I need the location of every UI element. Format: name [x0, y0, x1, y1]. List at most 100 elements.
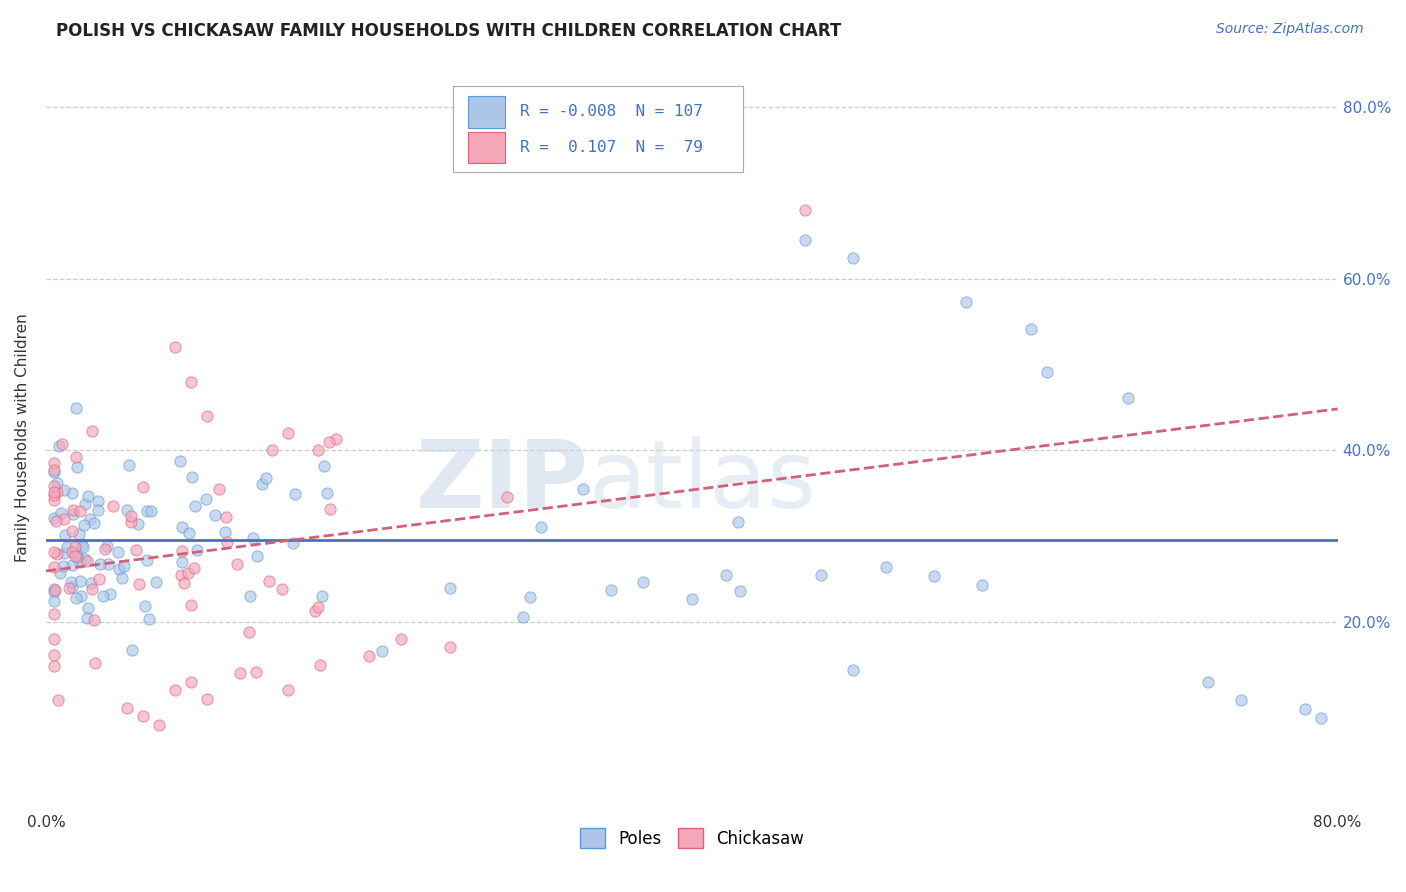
Point	[180, 674, 202, 689]
Point	[42, 463, 65, 477]
Point	[118, 458, 141, 472]
Point	[1198, 675, 1220, 690]
Point	[1310, 711, 1333, 725]
Point	[389, 632, 412, 646]
Point	[63, 540, 86, 554]
Point	[115, 700, 138, 714]
Point	[53, 483, 76, 497]
Point	[69, 589, 91, 603]
Point	[633, 574, 655, 589]
Point	[180, 375, 202, 389]
Point	[42, 585, 65, 599]
Point	[316, 486, 339, 500]
Point	[1019, 321, 1042, 335]
Point	[125, 542, 148, 557]
Point	[318, 435, 340, 450]
Point	[48, 566, 70, 580]
Point	[165, 683, 187, 698]
Point	[66, 548, 89, 562]
Point	[195, 492, 218, 507]
Point	[115, 503, 138, 517]
Point	[42, 632, 65, 646]
Point	[73, 518, 96, 533]
Point	[60, 485, 83, 500]
Point	[1036, 365, 1059, 379]
Point	[170, 520, 193, 534]
Point	[793, 202, 815, 217]
Point	[600, 582, 623, 597]
Point	[42, 456, 65, 470]
Point	[132, 709, 155, 723]
Point	[49, 507, 72, 521]
Point	[246, 549, 269, 564]
Text: R = -0.008  N = 107: R = -0.008 N = 107	[520, 104, 703, 120]
Point	[727, 515, 749, 529]
Point	[96, 539, 118, 553]
Point	[217, 535, 239, 549]
Point	[76, 601, 98, 615]
Point	[70, 538, 93, 552]
Point	[60, 558, 83, 573]
Point	[1229, 693, 1251, 707]
Point	[42, 607, 65, 621]
Point	[257, 574, 280, 588]
Point	[496, 491, 519, 505]
Point	[76, 554, 98, 568]
Point	[53, 527, 76, 541]
Point	[238, 625, 260, 640]
Point	[260, 443, 283, 458]
Point	[59, 574, 82, 589]
Text: POLISH VS CHICKASAW FAMILY HOUSEHOLDS WITH CHILDREN CORRELATION CHART: POLISH VS CHICKASAW FAMILY HOUSEHOLDS WI…	[56, 22, 841, 40]
Point	[112, 559, 135, 574]
Point	[572, 482, 595, 496]
Point	[44, 583, 66, 598]
Point	[62, 503, 84, 517]
Point	[132, 480, 155, 494]
Point	[135, 553, 157, 567]
Point	[179, 526, 201, 541]
Point	[810, 568, 832, 582]
Point	[169, 454, 191, 468]
FancyBboxPatch shape	[453, 87, 744, 172]
Point	[242, 532, 264, 546]
Point	[111, 571, 134, 585]
Point	[52, 546, 75, 560]
Point	[65, 591, 87, 605]
Point	[42, 479, 65, 493]
Point	[197, 409, 219, 423]
Point	[87, 503, 110, 517]
Point	[250, 477, 273, 491]
Point	[120, 508, 142, 523]
Point	[65, 450, 87, 464]
Point	[793, 233, 815, 247]
Point	[1116, 392, 1139, 406]
Point	[82, 582, 104, 596]
Point	[46, 693, 69, 707]
Point	[69, 555, 91, 569]
Point	[277, 425, 299, 440]
Bar	[468, 96, 505, 128]
Point	[304, 604, 326, 618]
Point	[66, 550, 89, 565]
Point	[56, 541, 79, 555]
Bar	[468, 132, 505, 163]
Point	[170, 567, 193, 582]
Point	[67, 526, 90, 541]
Point	[76, 489, 98, 503]
Point	[439, 640, 461, 655]
Point	[173, 576, 195, 591]
Point	[307, 599, 329, 614]
Point	[42, 559, 65, 574]
Point	[226, 557, 249, 571]
Point	[318, 502, 340, 516]
Point	[284, 487, 307, 501]
Point	[228, 666, 250, 681]
Point	[214, 524, 236, 539]
Point	[842, 663, 865, 677]
Point	[46, 484, 69, 499]
Point	[311, 589, 333, 603]
Point	[281, 536, 304, 550]
Point	[177, 566, 200, 581]
Point	[170, 555, 193, 569]
Point	[714, 568, 737, 582]
